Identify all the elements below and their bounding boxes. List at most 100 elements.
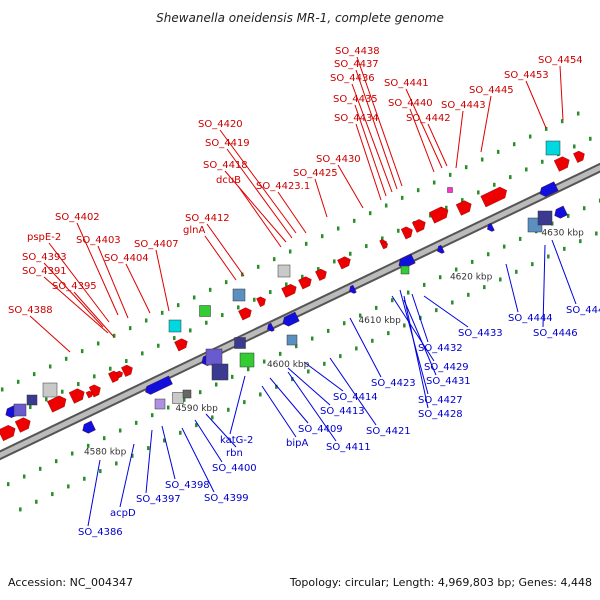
reverse-gene-label: rbn xyxy=(226,448,243,459)
track-dot xyxy=(118,428,122,433)
feature-box xyxy=(172,392,184,404)
reverse-gene xyxy=(145,375,173,395)
label-leader xyxy=(314,178,328,218)
track-dot xyxy=(70,451,74,456)
forward-gene xyxy=(0,425,16,442)
genome-backbone xyxy=(0,162,600,461)
track-dot xyxy=(163,438,166,443)
feature-box xyxy=(400,265,410,275)
track-dot xyxy=(93,374,96,379)
track-dot xyxy=(320,234,324,239)
forward-gene xyxy=(412,219,426,233)
forward-gene-label: SO_4442 xyxy=(406,113,451,124)
track-dot xyxy=(189,328,192,333)
track-dot xyxy=(566,213,570,218)
track-dot xyxy=(173,336,176,341)
reverse-gene xyxy=(349,284,357,294)
label-leader xyxy=(194,419,223,463)
track-dot xyxy=(512,142,516,147)
forward-gene-label: dcuB xyxy=(216,175,241,186)
track-dot xyxy=(416,188,420,193)
track-dot xyxy=(294,344,298,349)
reverse-gene-label: SO_4429 xyxy=(424,362,469,373)
track-dot xyxy=(0,387,4,392)
label-leader xyxy=(427,123,448,167)
reverse-gene xyxy=(437,244,445,254)
track-dot xyxy=(435,308,438,313)
track-dot xyxy=(461,198,464,203)
feature-box xyxy=(182,389,192,399)
track-dot xyxy=(6,482,10,487)
track-dot xyxy=(381,236,384,241)
feature-box xyxy=(277,264,291,278)
track-dot xyxy=(470,259,474,264)
label-leader xyxy=(480,95,492,153)
forward-gene xyxy=(553,156,570,172)
track-dot xyxy=(80,349,84,354)
kbp-tick-label: 4600 kbp xyxy=(267,360,310,370)
track-dot xyxy=(304,241,308,246)
label-leader xyxy=(43,262,104,328)
forward-gene-label: SO_4443 xyxy=(441,100,486,111)
reverse-gene-label: SO_4446 xyxy=(533,328,578,339)
track-dot xyxy=(227,407,230,412)
label-leader xyxy=(277,191,307,234)
track-dot xyxy=(317,267,320,272)
track-dot xyxy=(208,287,212,292)
label-leader xyxy=(205,413,237,448)
forward-gene xyxy=(429,206,449,224)
forward-gene xyxy=(88,384,101,398)
gene-labels: SO_4388 SO_4395 SO_4391 SO_4393 pspE-2 SO_440… xyxy=(8,46,600,538)
track-dot xyxy=(499,277,502,282)
feature-box xyxy=(234,337,246,349)
forward-gene-label: glnA xyxy=(183,225,205,236)
track-dot xyxy=(301,274,304,279)
track-dot xyxy=(176,303,180,308)
forward-gene-label: SO_4436 xyxy=(330,73,375,84)
reverse-gene xyxy=(554,205,568,219)
track-dot xyxy=(147,446,150,451)
track-dot xyxy=(214,382,218,387)
forward-gene-label: SO_4423.1 xyxy=(256,181,310,192)
reverse-gene-label: katG-2 xyxy=(220,435,253,446)
track-dot xyxy=(467,292,470,297)
label-leader xyxy=(97,245,129,319)
track-dot xyxy=(509,175,512,180)
track-dot xyxy=(253,297,256,302)
track-dot xyxy=(403,323,406,328)
kbp-tick-label: 4610 kbp xyxy=(358,316,401,326)
track-dot xyxy=(477,190,480,195)
track-dot xyxy=(288,249,292,254)
track-dot xyxy=(365,244,368,249)
reverse-gene-label: acpD xyxy=(110,508,136,519)
track-dot xyxy=(349,251,352,256)
reverse-gene-label: SO_4423 xyxy=(371,378,416,389)
track-dot xyxy=(285,282,288,287)
forward-gene-label: SO_4420 xyxy=(198,119,243,130)
label-leader xyxy=(181,427,215,493)
reverse-gene-label: SO_4399 xyxy=(204,493,249,504)
forward-gene-label: SO_4425 xyxy=(293,168,338,179)
label-leader xyxy=(206,223,245,277)
track-dot xyxy=(563,246,566,251)
track-dot xyxy=(22,474,26,479)
track-dot xyxy=(29,405,32,410)
track-dot xyxy=(96,341,100,346)
track-dot xyxy=(16,379,20,384)
forward-gene xyxy=(400,226,413,240)
reverse-gene-label: SO_4397 xyxy=(136,494,181,505)
track-dot xyxy=(515,269,518,274)
track-dot xyxy=(390,298,394,303)
track-dot xyxy=(339,354,342,359)
label-leader xyxy=(43,276,109,334)
forward-gene xyxy=(281,284,297,298)
track-dot xyxy=(525,167,528,172)
track-dot xyxy=(45,397,48,402)
forward-gene-label: SO_4404 xyxy=(104,253,149,264)
track-dot xyxy=(368,211,372,216)
feature-box xyxy=(286,334,298,346)
label-leader xyxy=(349,317,382,378)
track-dot xyxy=(240,272,244,277)
track-dot xyxy=(182,397,186,402)
reverse-gene-label: SO_4400 xyxy=(212,463,257,474)
